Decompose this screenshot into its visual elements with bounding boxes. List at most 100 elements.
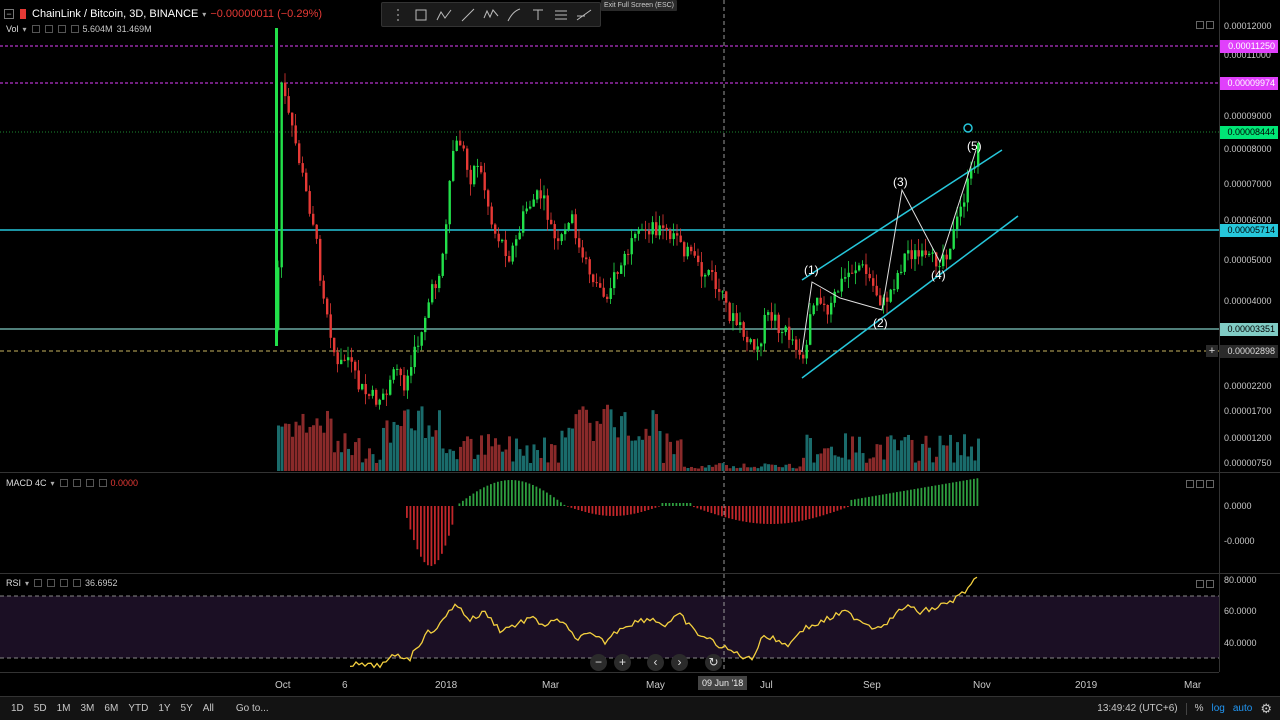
candle-body — [361, 384, 364, 390]
pane-up-icon[interactable] — [1196, 580, 1204, 588]
volume-label[interactable]: Vol — [6, 24, 19, 34]
settings-icon[interactable] — [44, 25, 53, 33]
macd-legend[interactable]: MACD 4C ▾ 0.0000 — [6, 478, 138, 488]
price-tag-cyan[interactable]: 0.00005714 — [1220, 224, 1278, 237]
brush-tool-icon[interactable] — [505, 7, 523, 23]
goto-date-button[interactable]: Go to... — [235, 703, 269, 714]
chevron-down-icon[interactable]: ▾ — [202, 9, 207, 19]
chevron-down-icon[interactable]: ▾ — [22, 24, 27, 34]
range-button-1m[interactable]: 1M — [56, 703, 71, 714]
macd-tick: -0.0000 — [1224, 536, 1255, 546]
trend-line-tool-icon[interactable] — [459, 7, 477, 23]
symbol-legend[interactable]: − ChainLink / Bitcoin, 3D, BINANCE ▾ −0.… — [4, 8, 322, 20]
price-tag-magenta-2[interactable]: 0.00009974 — [1220, 77, 1278, 90]
price-tag-magenta-1[interactable]: 0.00011250 — [1220, 40, 1278, 53]
bottom-toolbar[interactable]: 1D 5D 1M 3M 6M YTD 1Y 5Y All Go to... 13… — [0, 696, 1280, 720]
reset-chart-button[interactable]: ↻ — [705, 654, 722, 671]
text-tool-icon[interactable] — [529, 7, 547, 23]
range-button-1d[interactable]: 1D — [11, 703, 24, 714]
candle-body — [837, 291, 840, 293]
channel-lower-line[interactable] — [801, 215, 1019, 379]
drawing-toolbar[interactable] — [381, 2, 601, 27]
close-icon[interactable] — [70, 25, 79, 33]
exit-fullscreen-button[interactable]: Exit Full Screen (ESC) — [601, 0, 678, 11]
main-pane-controls[interactable] — [1196, 21, 1214, 29]
wave-label-2[interactable]: (2) — [873, 316, 888, 330]
range-button-6m[interactable]: 6M — [104, 703, 119, 714]
settings-icon[interactable] — [72, 479, 81, 487]
macd-label[interactable]: MACD 4C — [6, 478, 47, 488]
wave-tool-icon[interactable] — [482, 7, 500, 23]
symbol-title[interactable]: ChainLink / Bitcoin, 3D, BINANCE — [32, 8, 199, 20]
pane-maximize-icon[interactable] — [1206, 580, 1214, 588]
rsi-legend[interactable]: RSI ▾ 36.6952 — [6, 578, 118, 588]
volume-bar — [361, 462, 364, 471]
candlesticks[interactable] — [275, 28, 980, 410]
close-icon[interactable] — [73, 579, 82, 587]
volume-bar — [550, 444, 553, 471]
zoom-in-button[interactable]: + — [614, 654, 631, 671]
wave-label-4[interactable]: (4) — [931, 268, 946, 282]
pattern-tool-icon[interactable] — [435, 7, 453, 23]
add-icon[interactable] — [60, 579, 69, 587]
pane-down-icon[interactable] — [1196, 480, 1204, 488]
price-tag-last[interactable]: 0.00008444 — [1220, 126, 1278, 139]
range-button-ytd[interactable]: YTD — [128, 703, 149, 714]
add-icon[interactable] — [57, 25, 66, 33]
pane-maximize-icon[interactable] — [1206, 21, 1214, 29]
volume-legend[interactable]: Vol ▾ 5.604M 31.469M — [6, 24, 152, 34]
pane-maximize-icon[interactable] — [1206, 480, 1214, 488]
rsi-label[interactable]: RSI — [6, 578, 22, 588]
volume-bar — [522, 455, 525, 471]
volume-bar — [389, 442, 392, 471]
volume-bar — [413, 430, 417, 471]
wave-label-5[interactable]: (5) — [967, 139, 982, 153]
chevron-down-icon[interactable]: ▾ — [50, 478, 55, 488]
log-scale-toggle[interactable]: log — [1211, 703, 1225, 714]
eye-icon[interactable] — [34, 579, 43, 587]
range-button-5d[interactable]: 5D — [33, 703, 47, 714]
volume-bar — [504, 449, 508, 471]
flag-icon[interactable] — [20, 9, 26, 19]
candle-body — [746, 336, 749, 343]
chevron-down-icon[interactable]: ▾ — [25, 578, 30, 588]
pane-up-icon[interactable] — [1196, 21, 1204, 29]
drag-handle-icon[interactable] — [389, 7, 407, 23]
anchor-handle-icon[interactable] — [963, 123, 973, 133]
settings-icon[interactable] — [47, 579, 56, 587]
add-icon[interactable] — [85, 479, 94, 487]
rsi-pane-controls[interactable] — [1196, 580, 1214, 588]
fib-tool-icon[interactable] — [552, 7, 570, 23]
eye-icon[interactable] — [31, 25, 40, 33]
range-button-5y[interactable]: 5Y — [180, 703, 193, 714]
channel-upper-line[interactable] — [801, 149, 1003, 281]
range-button-1y[interactable]: 1Y — [158, 703, 171, 714]
elliott-wave-path[interactable] — [801, 149, 977, 353]
auto-scale-toggle[interactable]: auto — [1232, 703, 1253, 714]
candle-body — [518, 232, 521, 240]
percent-scale-toggle[interactable]: % — [1194, 703, 1204, 714]
volume-bar — [770, 464, 774, 471]
wave-label-3[interactable]: (3) — [893, 175, 908, 189]
eye-icon[interactable] — [59, 479, 68, 487]
zoom-out-button[interactable]: − — [590, 654, 607, 671]
price-tag-teal[interactable]: 0.00003351 — [1220, 323, 1278, 336]
candle-body — [942, 254, 945, 267]
macd-pane-controls[interactable] — [1186, 480, 1214, 488]
scroll-left-button[interactable]: ‹ — [647, 654, 664, 671]
measure-tool-icon[interactable] — [575, 7, 593, 23]
scroll-right-button[interactable]: › — [671, 654, 688, 671]
close-icon[interactable] — [98, 479, 107, 487]
pane-up-icon[interactable] — [1186, 480, 1194, 488]
gear-icon[interactable]: ⚙ — [1260, 700, 1272, 716]
collapse-icon[interactable]: − — [4, 9, 14, 19]
clock-timezone[interactable]: 13:49:42 (UTC+6) — [1097, 703, 1178, 714]
candle-body — [641, 229, 644, 231]
wave-label-1[interactable]: (1) — [804, 263, 819, 277]
range-button-all[interactable]: All — [202, 703, 214, 714]
range-button-3m[interactable]: 3M — [80, 703, 95, 714]
add-alert-icon[interactable]: + — [1206, 345, 1218, 357]
rectangle-tool-icon[interactable] — [412, 7, 430, 23]
